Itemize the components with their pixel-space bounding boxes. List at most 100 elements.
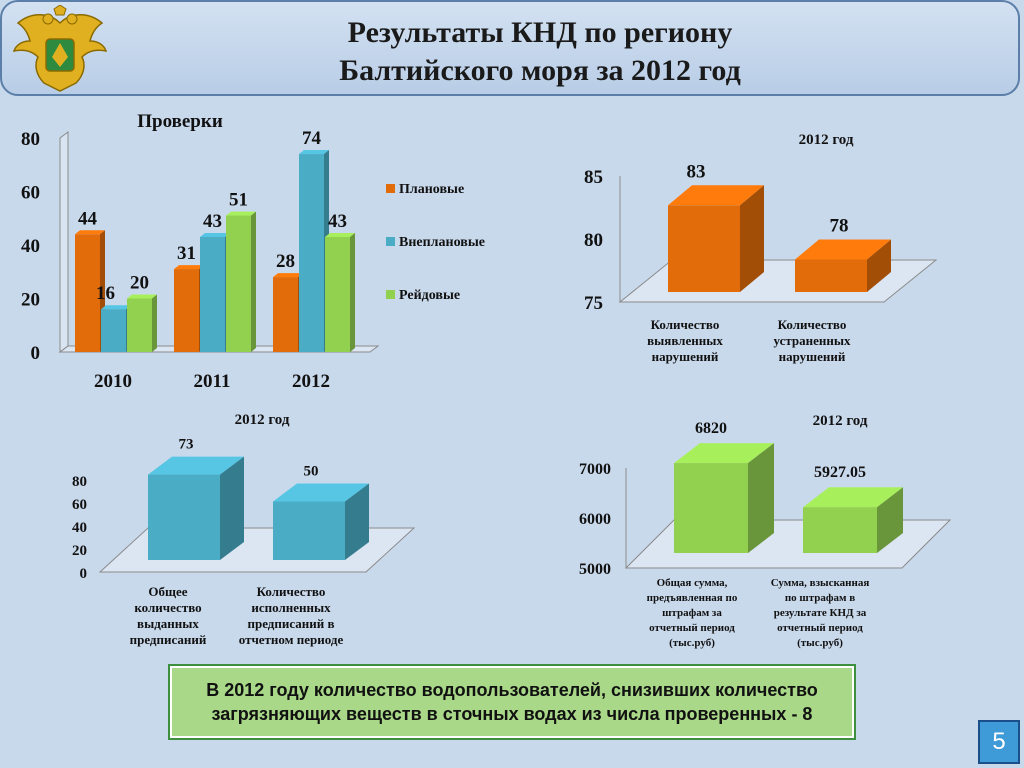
chart1-bar-2012-0-front <box>273 277 298 352</box>
chart1-legend-label-2: Рейдовые <box>399 288 460 303</box>
chart1-bar-2012-2-front <box>325 236 350 352</box>
page-number-badge: 5 <box>978 720 1020 764</box>
chart1-bar-2011-2-side <box>251 211 256 352</box>
chart4-xtick-1-line-0: Сумма, взысканная <box>771 577 870 589</box>
chart1-wall <box>59 131 69 353</box>
chart1-legend-swatch-0 <box>386 184 395 193</box>
chart3-bar-1 <box>273 483 369 560</box>
chart1-bar-2012-1-top <box>299 150 329 155</box>
chart1-title: Проверки <box>137 111 223 132</box>
chart4-bar-0-top <box>674 443 774 464</box>
chart2-bar-1-side <box>867 239 891 292</box>
chart4-bar-1 <box>803 487 903 553</box>
chart3-bar-0-top <box>148 456 244 475</box>
chart1-ytick-60: 60 <box>21 183 40 204</box>
chart4-xtick-0-line-0: Общая сумма, <box>657 577 728 589</box>
chart4-bar-0-side <box>748 443 774 553</box>
chart4-bar-0-front <box>674 463 748 553</box>
chart1-label-2010-1: 16 <box>96 283 115 304</box>
chart1-ytick-40: 40 <box>21 236 40 257</box>
chart1-bar-2010-2 <box>127 294 157 352</box>
chart1-bar-2010-1 <box>101 305 131 352</box>
chart3-xtick-1-line-3: отчетном периоде <box>239 632 344 647</box>
chart1-bar-2010-2-front <box>127 298 152 352</box>
chart4-xtick-0-line-2: штрафам за <box>662 607 722 619</box>
header-banner: Результаты КНД по региону Балтийского мо… <box>0 0 1020 96</box>
chart4-xtick-1-line-1: по штрафам в <box>785 592 855 604</box>
chart4-xtick-0-line-1: предъявленная по <box>647 592 738 604</box>
chart1-bar-2011-1 <box>200 232 230 352</box>
chart1-bar-2011-1-front <box>200 236 225 352</box>
chart3-bar-1-top <box>273 483 369 502</box>
chart3-bar-1-front <box>273 501 345 560</box>
chart1-legend-label-0: Плановые <box>399 182 464 197</box>
chart1-label-2012-0: 28 <box>276 251 295 272</box>
chart1-bar-2012-0 <box>273 273 303 352</box>
chart2-xtick-1-line-2: нарушений <box>779 349 846 364</box>
chart1-label-2012-1: 74 <box>302 128 322 149</box>
chart1-bar-2011-2-front <box>226 215 251 352</box>
chart1-legend-swatch-1 <box>386 237 395 246</box>
chart2-label-1: 78 <box>830 215 849 236</box>
chart3-xtick-0-line-2: выданных <box>137 616 199 631</box>
chart3-ytick-60: 60 <box>72 497 87 513</box>
title-line-2: Балтийского моря за 2012 год <box>339 54 741 87</box>
chart1-bar-2012-2-side <box>350 232 355 352</box>
chart4-bar-1-top <box>803 487 903 508</box>
chart1-label-2010-0: 44 <box>78 208 98 229</box>
chart4-ytick-6000: 6000 <box>579 511 611 528</box>
chart2-bar-1-front <box>795 259 867 292</box>
page-title: Результаты КНД по региону Балтийского мо… <box>182 14 898 90</box>
chart1-label-2011-2: 51 <box>229 190 248 211</box>
chart1-xtick-2012: 2012 <box>292 371 330 392</box>
chart2-bar-0-side <box>740 185 764 292</box>
chart3-title: 2012 год <box>235 412 290 428</box>
chart3-xtick-0-line-0: Общее <box>148 584 187 599</box>
chart1-bar-2010-2-side <box>152 294 157 352</box>
chart2-xtick-0-line-1: выявленных <box>647 333 723 348</box>
chart4-xtick-1-line-4: (тыс.руб) <box>797 637 843 649</box>
chart1-bar-2011-0 <box>174 265 204 352</box>
chart4-bar-1-front <box>803 507 877 553</box>
chart1-bar-2010-2-top <box>127 294 157 299</box>
chart2-xtick-0-line-2: нарушений <box>652 349 719 364</box>
chart1-label-2011-0: 31 <box>177 243 196 264</box>
chart4-ytick-7000: 7000 <box>579 461 611 478</box>
chart3-label-1: 50 <box>304 464 319 480</box>
summary-note-text: В 2012 году количество водопользователей… <box>206 680 818 724</box>
chart1-bar-2012-2-top <box>325 232 355 237</box>
chart2-bar-0-top <box>668 185 764 206</box>
chart1-bar-2011-0-front <box>174 269 199 352</box>
chart2-xtick-0-line-0: Количество <box>651 317 720 332</box>
chart2-bar-0-front <box>668 205 740 292</box>
chart1-bar-2012-2 <box>325 232 355 352</box>
chart3-ytick-0: 0 <box>80 566 88 582</box>
chart1-ytick-0: 0 <box>31 343 41 364</box>
chart1-label-2012-2: 43 <box>328 211 347 232</box>
chart1-bar-2010-1-top <box>101 305 131 310</box>
chart4-bar-1-side <box>877 487 903 553</box>
chart1-bar-2012-0-top <box>273 273 303 278</box>
chart3-xtick-1-line-2: предписаний в <box>247 616 334 631</box>
chart4-xtick-1-line-3: отчетный период <box>777 622 863 634</box>
chart4-ytick-5000: 5000 <box>579 561 611 578</box>
chart1-legend-label-1: Внеплановые <box>399 235 485 250</box>
chart1-bar-2011-2 <box>226 211 256 352</box>
chart2-label-0: 83 <box>687 161 706 182</box>
chart2-xtick-1-line-1: устраненных <box>773 333 851 348</box>
chart1-bar-2011-0-top <box>174 265 204 270</box>
chart4-bar-0 <box>674 443 774 553</box>
chart3-ytick-80: 80 <box>72 474 87 490</box>
double-headed-eagle-emblem-icon <box>12 5 108 92</box>
title-line-1: Результаты КНД по региону <box>347 16 733 49</box>
chart2-bar-1-top <box>795 239 891 260</box>
chart2-ytick-75: 75 <box>584 293 603 314</box>
chart2-bar-1 <box>795 239 891 292</box>
chart3-ytick-40: 40 <box>72 520 87 536</box>
chart3-bar-1-side <box>345 483 369 560</box>
chart3-bar-0-front <box>148 474 220 560</box>
chart1-bar-2011-2-top <box>226 211 256 216</box>
chart1-bar-2010-0-front <box>75 234 100 352</box>
chart1-ytick-80: 80 <box>21 129 40 150</box>
